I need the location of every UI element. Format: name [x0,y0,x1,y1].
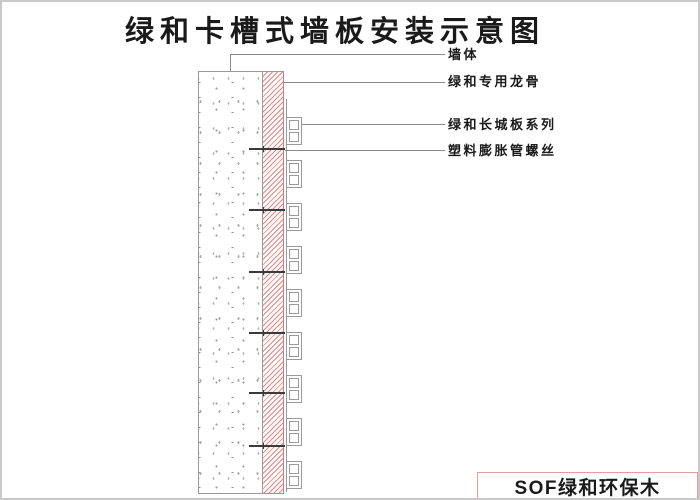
clip-hole [289,433,299,443]
clip-hole [289,163,299,173]
wall-panel-clip [286,117,302,145]
callout-screw-label: 塑料膨胀管螺丝 [448,143,557,158]
wall-panel-clip [286,418,302,446]
wall-panel-clip [286,289,302,317]
clip-hole [289,464,299,474]
leader-line-panel [302,124,445,125]
leader-line-keel [284,82,445,83]
wall-panel-clip [286,203,302,231]
clip-hole [289,249,299,259]
wall-panel-clip [286,461,302,489]
expansion-screw [249,146,285,152]
concrete-wall-section [198,71,262,494]
expansion-screw [249,269,285,275]
clip-hole [289,120,299,130]
callout-panel-label: 绿和长城板系列 [448,117,557,132]
clip-hole [289,378,299,388]
leader-line-screw [285,150,445,151]
brand-badge: SOF绿和环保木 [477,472,698,499]
clip-hole [289,292,299,302]
clip-hole [289,304,299,314]
clip-hole [289,421,299,431]
callout-wall-label: 墙体 [448,47,480,62]
diagram-title: 绿和卡槽式墙板安装示意图 [124,16,545,48]
expansion-screw [249,330,285,336]
leader-line-wall [230,54,445,55]
clip-hole [289,218,299,228]
clip-hole [289,335,299,345]
leader-line-wall-vertical [230,54,231,71]
expansion-screw [249,390,285,396]
wall-panel-clip [286,375,302,403]
clip-hole [289,175,299,185]
wall-panel-clip [286,332,302,360]
wall-panel-clip [286,246,302,274]
clip-hole [289,132,299,142]
expansion-screw [249,443,285,449]
wall-panel-clip [286,160,302,188]
expansion-screw [249,207,285,213]
clip-hole [289,476,299,486]
callout-keel-label: 绿和专用龙骨 [448,74,542,89]
clip-hole [289,206,299,216]
clip-hole [289,390,299,400]
clip-hole [289,347,299,357]
keel-hatch-layer [262,71,284,494]
brand-badge-label: SOF绿和环保木 [514,477,661,499]
clip-hole [289,261,299,271]
